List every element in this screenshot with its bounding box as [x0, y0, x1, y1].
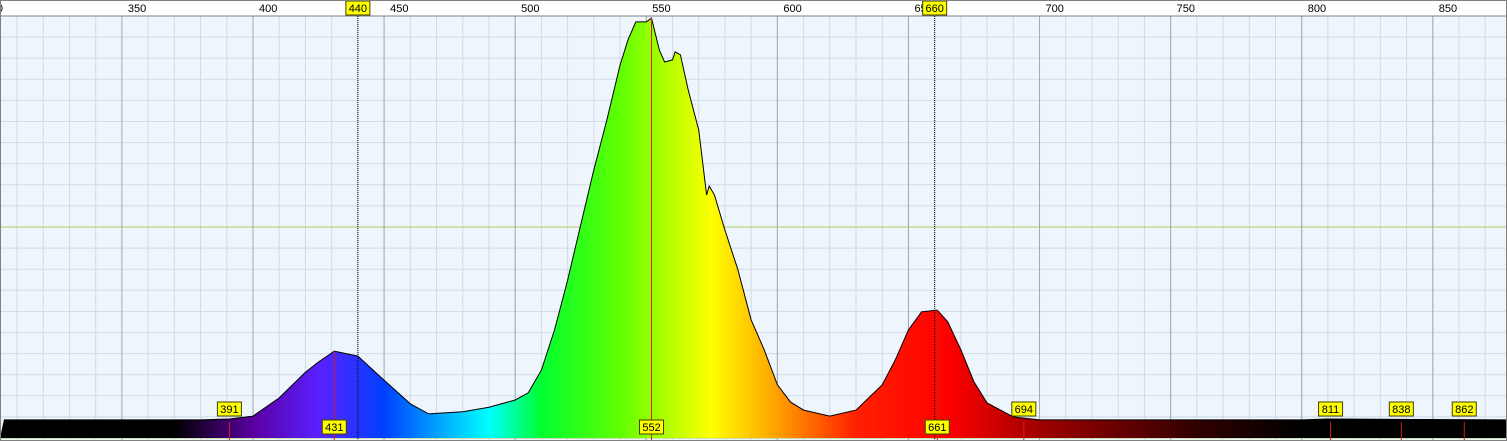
marker-label: 811	[1322, 404, 1340, 416]
x-tick-label: 850	[1439, 3, 1457, 15]
x-tick-label: 0	[0, 3, 3, 15]
x-tick-label: 350	[128, 3, 146, 15]
marker-label-box: 391	[216, 401, 242, 417]
marker-label-box: 862	[1451, 401, 1477, 417]
x-tick-label: 750	[1177, 3, 1195, 15]
x-tick-label: 800	[1308, 3, 1326, 15]
marker-label: 391	[220, 404, 238, 416]
label-box	[321, 419, 347, 435]
marker-label-box: 694	[1011, 401, 1037, 417]
marker-label: 661	[928, 422, 946, 434]
marker-label: 431	[325, 422, 343, 434]
marker-label-box: 660	[922, 0, 948, 16]
x-tick-label: 500	[521, 3, 539, 15]
label-box	[639, 419, 665, 435]
spectrum-fill	[0, 18, 1507, 438]
marker-label-box: 661	[924, 419, 950, 435]
marker-label: 552	[642, 422, 660, 434]
x-tick-label: 550	[652, 3, 670, 15]
x-tick-label: 450	[390, 3, 408, 15]
x-tick-label: 600	[783, 3, 801, 15]
marker-label-box: 440	[345, 0, 371, 16]
marker-label: 660	[925, 3, 943, 15]
marker-label-box: 838	[1388, 401, 1414, 417]
marker-label: 838	[1392, 404, 1410, 416]
label-box	[1451, 401, 1477, 417]
marker-label: 694	[1015, 404, 1033, 416]
spectrum-line	[3, 17, 1507, 421]
x-tick-label: 700	[1046, 3, 1064, 15]
marker-label-box: 811	[1318, 401, 1344, 417]
label-box	[1011, 401, 1037, 417]
label-box	[1318, 401, 1344, 417]
marker-label-box: 552	[639, 419, 665, 435]
marker-label-box: 431	[321, 419, 347, 435]
marker-label: 440	[349, 3, 367, 15]
label-box	[216, 401, 242, 417]
label-box	[924, 419, 950, 435]
x-tick-label: 400	[259, 3, 277, 15]
label-box	[1388, 401, 1414, 417]
marker-label: 862	[1455, 404, 1473, 416]
